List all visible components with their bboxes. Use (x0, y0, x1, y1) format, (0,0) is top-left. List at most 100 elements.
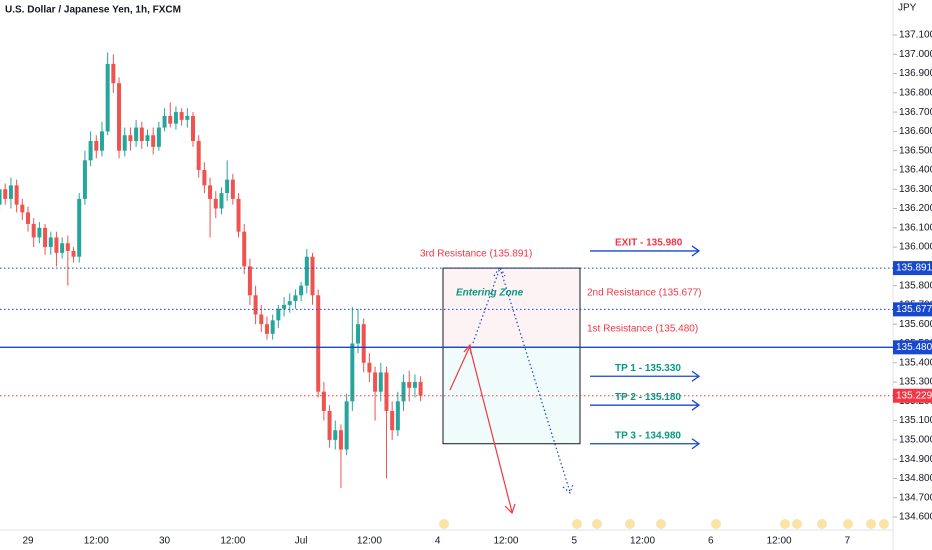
target-label: TP 1 - 135.330 (615, 363, 681, 374)
y-tick-label: 136.700 (899, 107, 932, 118)
arrow (449, 345, 471, 391)
candle-body (367, 362, 372, 373)
price-level-label: 135.480 (896, 342, 932, 353)
event-icon (792, 519, 802, 529)
event-icon (572, 519, 582, 529)
candle-body (3, 189, 8, 199)
candle-body (196, 141, 201, 170)
candle-body (99, 131, 104, 151)
y-tick-label: 137.000 (899, 49, 932, 60)
x-tick-label: 30 (159, 536, 171, 547)
y-tick-label: 135.100 (899, 415, 932, 426)
event-icon (711, 519, 721, 529)
candle-body (338, 430, 343, 450)
candle-body (316, 295, 321, 392)
price-level-label: 135.891 (896, 263, 932, 274)
x-tick-label: 6 (708, 536, 714, 547)
resistance-note: 3rd Resistance (135.891) (420, 249, 532, 260)
event-icon (866, 519, 876, 529)
x-tick-label: 4 (435, 536, 441, 547)
candle-body (202, 169, 207, 186)
price-level-label: 135.229 (896, 390, 932, 401)
candle-body (304, 256, 309, 286)
x-tick-label: 12:00 (84, 536, 109, 547)
candle-body (179, 112, 184, 120)
y-tick-label: 136.600 (899, 126, 932, 137)
x-tick-label: Jul (295, 536, 308, 547)
y-tick-label: 136.900 (899, 68, 932, 79)
x-tick-label: 7 (845, 536, 851, 547)
candle-body (8, 185, 13, 199)
x-tick-label: 29 (22, 536, 34, 547)
candle-body (185, 115, 190, 120)
candle-body (259, 314, 264, 325)
candle-body (168, 115, 173, 124)
price-level-tag (893, 261, 932, 276)
y-tick-label: 134.900 (899, 454, 932, 465)
candle-body (418, 382, 423, 396)
target-arrowhead (691, 438, 701, 450)
candle-body (156, 127, 161, 147)
candle-body (333, 430, 338, 440)
projection (449, 265, 574, 515)
y-tick-label: 136.300 (899, 184, 932, 195)
candle-body (122, 135, 127, 151)
x-tick-label: 12:00 (493, 536, 518, 547)
candle-body (287, 301, 292, 305)
candle-body (384, 372, 389, 411)
candle-body (0, 189, 2, 205)
x-tick-label: 12:00 (630, 536, 655, 547)
target-arrowhead (691, 399, 701, 411)
candle-body (242, 231, 247, 267)
y-tick-label: 135.300 (899, 377, 932, 388)
target-label: EXIT - 135.980 (615, 238, 683, 249)
x-tick-label: 12:00 (357, 536, 382, 547)
candle-body (253, 295, 258, 315)
candle-body (401, 382, 406, 402)
candle-body (71, 250, 76, 257)
candle-body (128, 135, 133, 142)
candle-body (344, 401, 349, 450)
candle-body (151, 135, 156, 147)
arrowhead (493, 265, 574, 495)
candle-body (43, 227, 48, 248)
candle-body (213, 198, 218, 209)
y-axis-label: JPY (898, 3, 917, 14)
target-label: TP 2 - 135.180 (615, 392, 681, 403)
candle-body (350, 343, 355, 402)
y-tick-label: 135.400 (899, 357, 932, 368)
candle-body (219, 193, 224, 209)
zone-note: Entering Zone (456, 288, 524, 299)
candle-body (60, 243, 65, 253)
candle-body (117, 83, 122, 151)
y-tick-label: 136.800 (899, 87, 932, 98)
candle-body (173, 112, 178, 124)
candle-body (65, 243, 70, 251)
chart-title: U.S. Dollar / Japanese Yen, 1h, FXCM (5, 5, 181, 16)
resistance-note: 1st Resistance (135.480) (587, 324, 698, 335)
candle-body (412, 382, 417, 388)
candle-body (191, 115, 196, 142)
candle-body (37, 227, 42, 238)
price-level-tag (893, 302, 932, 317)
candle-body (390, 410, 395, 431)
event-icon (625, 519, 635, 529)
y-tick-label: 135.000 (899, 435, 932, 446)
candle-body (54, 237, 59, 253)
event-icon (439, 519, 449, 529)
candle-body (14, 185, 19, 205)
candle-body (105, 63, 110, 132)
candle-body (310, 256, 315, 296)
candle-body (82, 160, 87, 199)
resistance-note: 2nd Resistance (135.677) (587, 288, 702, 299)
candle-body (327, 410, 332, 440)
event-icon (843, 519, 853, 529)
target-arrowhead (691, 245, 701, 257)
candle-body (356, 324, 361, 344)
candle-body (247, 266, 252, 296)
candle-body (395, 401, 400, 431)
candle-body (276, 308, 281, 321)
